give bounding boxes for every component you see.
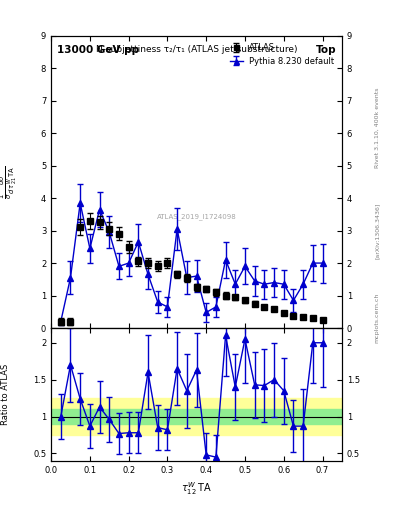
X-axis label: $\tau^{W}_{12}\,\mathrm{TA}$: $\tau^{W}_{12}\,\mathrm{TA}$ — [181, 480, 212, 497]
Text: Top: Top — [316, 45, 336, 55]
Text: mcplots.cern.ch: mcplots.cern.ch — [375, 292, 380, 343]
Y-axis label: Ratio to ATLAS: Ratio to ATLAS — [1, 364, 10, 425]
Text: N-subjettiness τ₂/τ₁ (ATLAS jet substructure): N-subjettiness τ₂/τ₁ (ATLAS jet substruc… — [96, 45, 297, 54]
Text: ATLAS_2019_I1724098: ATLAS_2019_I1724098 — [157, 214, 236, 220]
Text: Rivet 3.1.10, 400k events: Rivet 3.1.10, 400k events — [375, 88, 380, 168]
Legend: ATLAS, Pythia 8.230 default: ATLAS, Pythia 8.230 default — [227, 40, 338, 69]
Text: [arXiv:1306.3436]: [arXiv:1306.3436] — [375, 202, 380, 259]
Y-axis label: $\frac{1}{\sigma}\frac{d\sigma}{d\,\tau^{W}_{21}\,\mathrm{TA}}$: $\frac{1}{\sigma}\frac{d\sigma}{d\,\tau^… — [0, 165, 19, 199]
Text: 13000 GeV pp: 13000 GeV pp — [57, 45, 139, 55]
